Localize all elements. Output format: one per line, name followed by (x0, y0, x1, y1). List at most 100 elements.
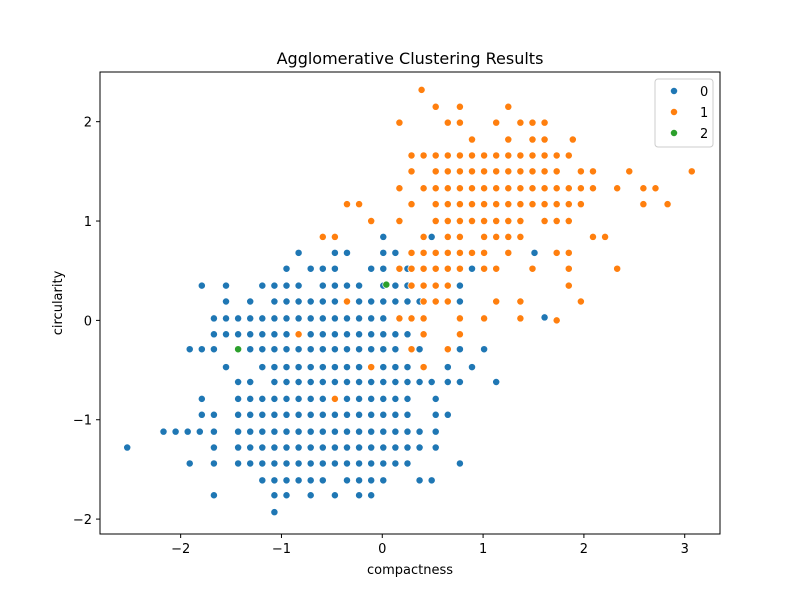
point-cluster-0-192 (379, 443, 388, 452)
point-cluster-1-124 (492, 264, 501, 273)
x-tick-label: −1 (272, 542, 291, 557)
point-cluster-0-167 (367, 314, 376, 323)
point-cluster-0-201 (391, 378, 400, 386)
point-cluster-0-98 (306, 314, 315, 323)
point-cluster-1-62 (613, 184, 622, 193)
point-cluster-0-176 (367, 459, 376, 468)
point-cluster-0-210 (403, 330, 412, 339)
point-cluster-1-64 (651, 184, 660, 193)
point-cluster-1-19 (443, 151, 452, 160)
point-cluster-0-92 (294, 427, 303, 436)
point-cluster-1-96 (318, 232, 327, 241)
point-cluster-0-77 (282, 410, 291, 419)
point-cluster-0-97 (306, 297, 315, 306)
point-cluster-0-186 (379, 345, 388, 354)
point-cluster-1-21 (468, 151, 476, 160)
point-cluster-1-135 (431, 297, 440, 306)
point-cluster-1-2 (455, 102, 464, 111)
point-cluster-0-242 (492, 378, 501, 386)
point-cluster-1-128 (407, 281, 416, 290)
point-cluster-0-104 (306, 410, 315, 419)
point-cluster-0-133 (330, 410, 339, 419)
point-cluster-0-175 (367, 443, 376, 452)
point-cluster-0-69 (282, 281, 291, 290)
point-cluster-0-57 (270, 345, 279, 354)
point-cluster-2-0 (382, 280, 391, 289)
point-cluster-1-30 (407, 167, 416, 176)
point-cluster-1-46 (395, 184, 404, 193)
point-cluster-1-18 (431, 151, 440, 160)
point-cluster-1-7 (516, 118, 525, 127)
point-cluster-1-61 (589, 184, 597, 193)
point-cluster-1-10 (395, 118, 404, 127)
point-cluster-0-51 (258, 459, 267, 468)
point-cluster-1-78 (552, 200, 561, 209)
point-cluster-1-88 (468, 217, 476, 225)
point-cluster-0-111 (318, 281, 327, 290)
point-cluster-0-238 (455, 459, 464, 468)
point-cluster-1-87 (455, 217, 464, 225)
point-cluster-1-79 (564, 200, 573, 209)
point-cluster-0-223 (415, 476, 424, 485)
point-cluster-1-80 (576, 200, 585, 209)
legend-label-1: 1 (700, 106, 708, 121)
point-cluster-1-105 (589, 232, 597, 241)
point-cluster-0-126 (330, 281, 339, 290)
point-cluster-0-102 (306, 378, 315, 386)
point-cluster-0-139 (343, 281, 351, 290)
point-cluster-0-115 (318, 345, 327, 354)
point-cluster-0-190 (379, 410, 388, 419)
point-cluster-1-70 (455, 200, 464, 209)
point-cluster-0-235 (455, 297, 464, 306)
point-cluster-1-153 (419, 363, 428, 372)
point-cluster-0-21 (222, 314, 230, 323)
point-cluster-1-119 (419, 264, 428, 273)
point-cluster-1-3 (504, 102, 513, 111)
point-cluster-1-41 (552, 167, 561, 176)
point-cluster-1-28 (552, 151, 561, 160)
point-cluster-1-65 (343, 200, 351, 209)
point-cluster-0-180 (379, 248, 388, 257)
point-cluster-0-117 (318, 378, 327, 386)
point-cluster-1-106 (601, 232, 610, 241)
point-cluster-0-103 (306, 394, 315, 403)
point-cluster-0-158 (355, 394, 364, 403)
point-cluster-1-107 (407, 248, 416, 257)
y-tick-label: 0 (84, 314, 92, 329)
point-cluster-0-55 (270, 314, 279, 323)
y-tick-label: −2 (73, 513, 92, 528)
point-cluster-0-40 (246, 443, 255, 452)
point-cluster-1-95 (564, 217, 573, 225)
y-tick-label: 1 (84, 215, 92, 230)
legend: 0 1 2 (654, 78, 714, 148)
point-cluster-1-84 (395, 217, 404, 225)
point-cluster-0-179 (379, 232, 388, 241)
legend-marker-1 (670, 108, 678, 116)
point-cluster-0-76 (282, 394, 291, 403)
chart-title: Agglomerative Clustering Results (277, 49, 544, 68)
point-cluster-1-99 (443, 232, 452, 241)
point-cluster-0-165 (367, 264, 376, 273)
point-cluster-0-141 (343, 330, 351, 339)
point-cluster-0-81 (282, 476, 291, 485)
point-cluster-1-23 (492, 151, 501, 160)
point-cluster-0-4 (185, 459, 194, 468)
point-cluster-1-149 (455, 330, 464, 339)
point-cluster-0-12 (209, 443, 218, 452)
point-cluster-1-56 (528, 184, 537, 193)
point-cluster-0-222 (415, 443, 424, 452)
point-cluster-0-215 (403, 427, 412, 436)
point-cluster-1-104 (516, 232, 525, 241)
point-cluster-0-240 (468, 363, 476, 372)
point-cluster-1-11 (468, 135, 476, 144)
point-cluster-0-5 (195, 427, 204, 436)
point-cluster-0-46 (258, 363, 267, 372)
point-cluster-0-72 (282, 330, 291, 339)
point-cluster-0-122 (318, 459, 327, 468)
point-cluster-0-114 (318, 330, 327, 339)
point-cluster-0-124 (330, 248, 339, 257)
point-cluster-0-191 (379, 427, 388, 436)
point-cluster-0-65 (270, 476, 279, 485)
point-cluster-1-123 (480, 264, 489, 273)
point-cluster-1-140 (395, 314, 404, 323)
